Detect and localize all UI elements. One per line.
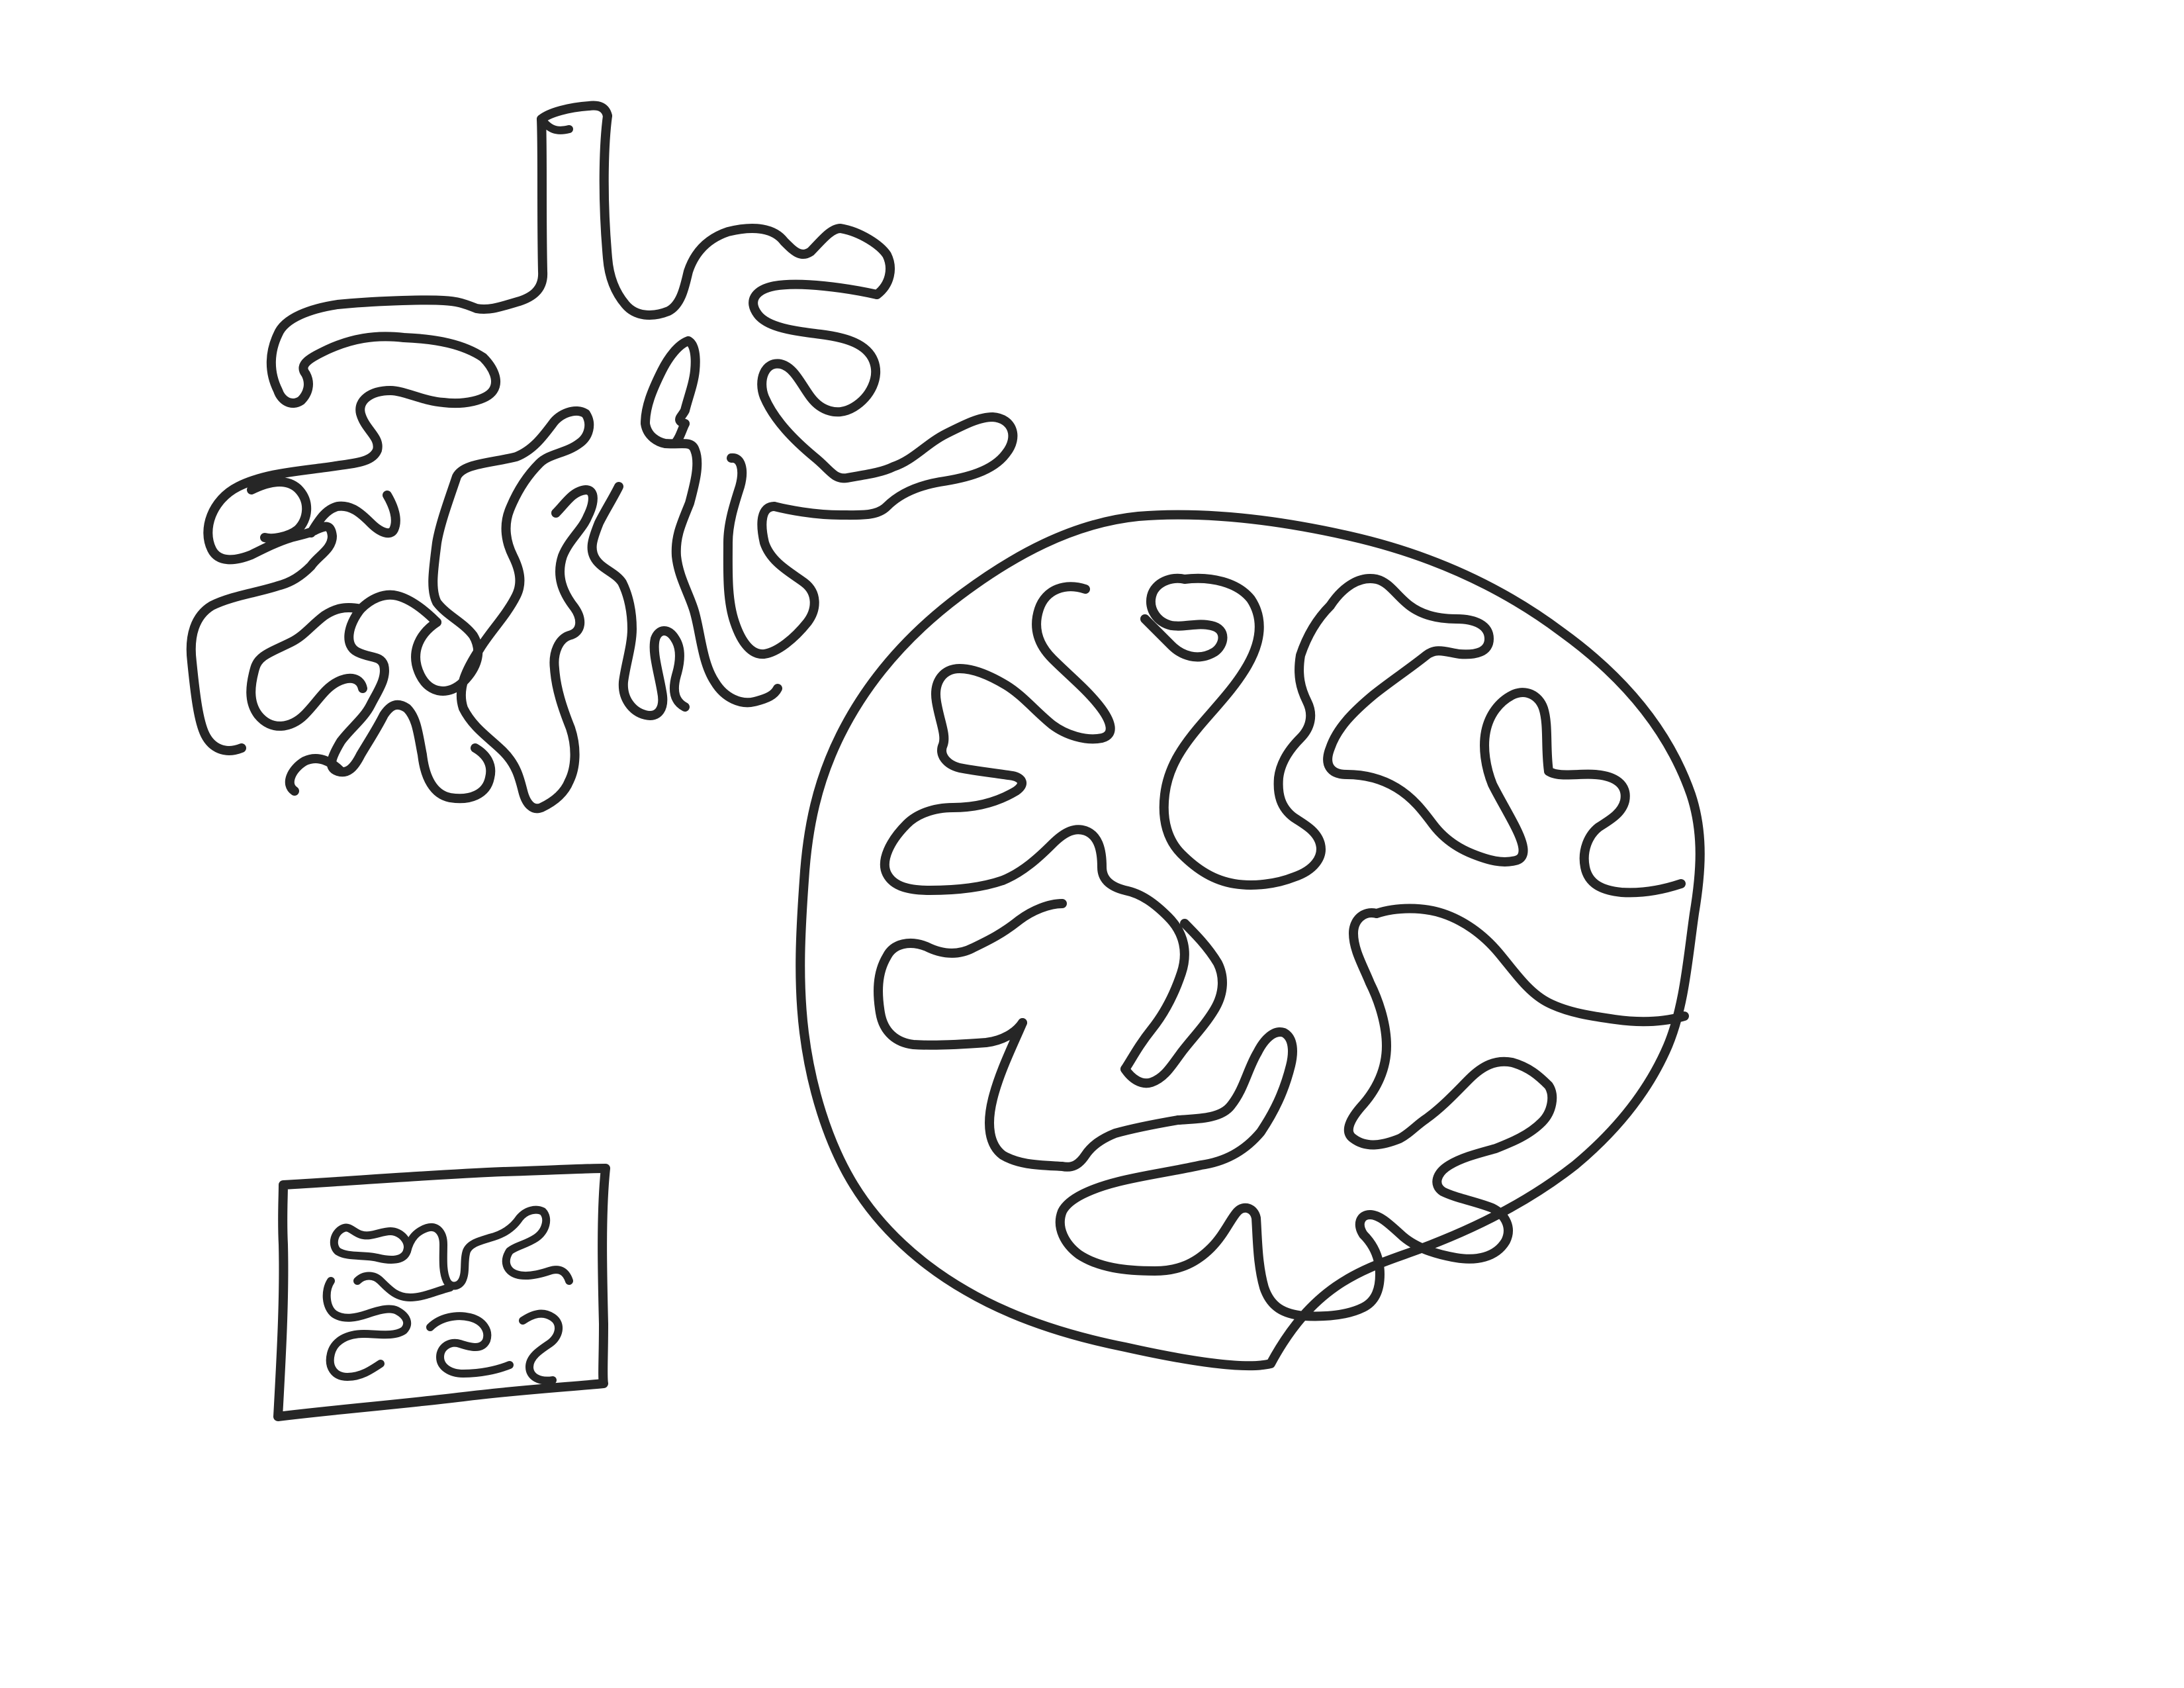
circular-section-icon <box>796 510 1705 1371</box>
inner-pattern-right-upper <box>1372 904 1689 1027</box>
inner-pattern-right <box>1544 767 1686 898</box>
lobule-center-fingers <box>641 336 782 708</box>
main-duct-outline <box>186 115 548 755</box>
lobule-left-tip <box>247 477 312 543</box>
inner-pattern-lower-middle <box>1055 1027 1385 1321</box>
inner-pattern-left <box>998 825 1189 1074</box>
lobule-center-left <box>670 419 690 448</box>
square-pattern-mid-right <box>519 1309 563 1385</box>
square-pattern-mid-center <box>426 1312 514 1378</box>
square-pattern-top-left <box>330 1223 412 1264</box>
duct-notch-outline <box>537 115 573 134</box>
lobule-right-finger <box>723 453 819 659</box>
lobule-upper-right <box>749 279 1018 520</box>
inner-pattern-left-lower <box>874 899 1067 1050</box>
inner-pattern-center-trunk <box>1159 573 1335 890</box>
lobule-left-small <box>285 754 345 796</box>
lobule-finger-d <box>651 626 690 712</box>
square-pattern-top-mid <box>403 1205 551 1290</box>
lobule-center-inner <box>675 336 700 428</box>
lobule-finger-c <box>587 482 668 720</box>
duct-inner-outline <box>599 111 895 320</box>
lobule-left-arm <box>246 603 367 731</box>
inner-pattern-right-middle <box>1343 908 1557 1264</box>
inner-pattern-center <box>1140 573 1228 662</box>
lobule-left-loop <box>306 491 400 538</box>
inner-pattern-left-finger <box>985 1018 1183 1172</box>
lobule-finger-b <box>549 485 598 786</box>
square-pattern-center <box>353 1272 454 1301</box>
outer-capsule-outline <box>796 510 1705 1371</box>
inner-pattern-center-lower <box>1120 919 1227 1088</box>
lobule-left-center <box>411 406 590 696</box>
inner-pattern-upper-right <box>1323 574 1553 867</box>
inner-pattern-top <box>880 582 1115 895</box>
square-section-icon <box>273 1164 610 1421</box>
square-frame-outline <box>273 1164 610 1421</box>
square-pattern-top-right <box>502 1247 573 1285</box>
square-pattern-mid-left <box>322 1277 412 1381</box>
branching-lobules-icon <box>186 101 1018 814</box>
lobule-finger-a <box>456 409 594 814</box>
duct-opening-outline <box>537 101 612 124</box>
